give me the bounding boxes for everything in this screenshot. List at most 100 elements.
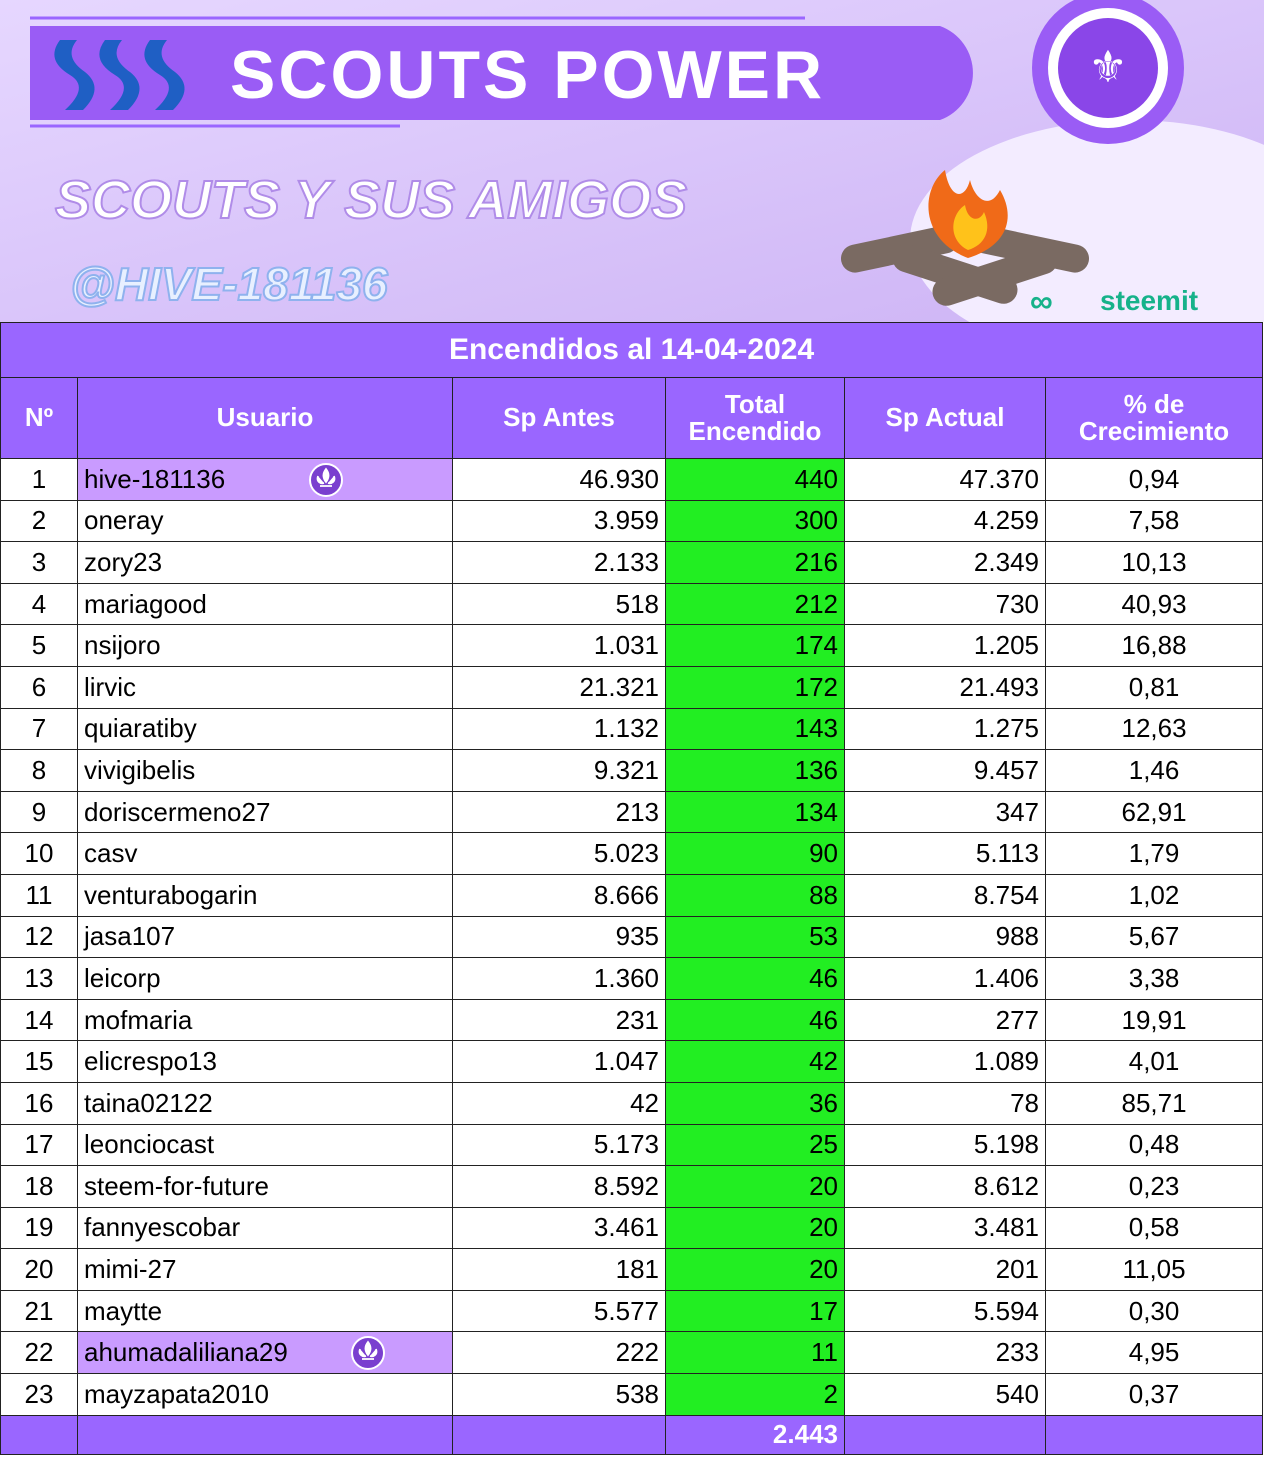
table-row: 8 vivigibelis 9.321 136 9.457 1,46 xyxy=(0,749,1264,792)
cell: steem-for-future xyxy=(77,1165,453,1208)
cell: 2.133 xyxy=(452,541,666,584)
cell: jasa107 xyxy=(77,915,453,959)
cell: 20 xyxy=(665,1248,845,1291)
svg-text:⚜: ⚜ xyxy=(1088,43,1127,92)
table-title: Encendidos al 14-04-2024 xyxy=(0,322,1264,378)
cell: 88 xyxy=(665,873,845,917)
cell: 12,63 xyxy=(1044,707,1264,751)
table-row: 10 casv 5.023 90 5.113 1,79 xyxy=(0,832,1264,875)
cell: 9.321 xyxy=(452,749,666,792)
cell: 10 xyxy=(0,832,78,875)
cell xyxy=(1044,1414,1264,1455)
cell: 1.047 xyxy=(452,1040,666,1083)
cell: 11 xyxy=(0,873,78,917)
cell: nsijoro xyxy=(77,624,453,667)
cell: 1.132 xyxy=(452,707,666,751)
cell: 9.457 xyxy=(844,749,1046,792)
cell xyxy=(0,1414,78,1455)
cell: 440 xyxy=(665,458,845,501)
cell: 730 xyxy=(844,582,1046,626)
cell: 518 xyxy=(452,582,666,626)
table-row: 12 jasa107 935 53 988 5,67 xyxy=(0,915,1264,959)
cell: 935 xyxy=(452,915,666,959)
scout-icon xyxy=(351,1336,385,1371)
cell: 8.666 xyxy=(452,873,666,917)
cell: oneray xyxy=(77,499,453,543)
cell: 1,46 xyxy=(1044,749,1264,792)
table-row: 18 steem-for-future 8.592 20 8.612 0,23 xyxy=(0,1165,1264,1208)
cell: 172 xyxy=(665,665,845,709)
cell: 2.349 xyxy=(844,541,1046,584)
column-header: Nº xyxy=(0,377,78,459)
cell: 0,23 xyxy=(1044,1165,1264,1208)
cell: 5,67 xyxy=(1044,915,1264,959)
cell: 53 xyxy=(665,915,845,959)
cell: 0,58 xyxy=(1044,1206,1264,1250)
cell: 40,93 xyxy=(1044,582,1264,626)
cell: 3 xyxy=(0,541,78,584)
cell: 2 xyxy=(0,499,78,543)
cell: quiaratiby xyxy=(77,707,453,751)
cell: 11 xyxy=(665,1331,845,1375)
cell: 4 xyxy=(0,582,78,626)
cell: 277 xyxy=(844,998,1046,1042)
cell: 5.023 xyxy=(452,832,666,875)
cell: 5.113 xyxy=(844,832,1046,875)
cell: 14 xyxy=(0,998,78,1042)
cell: 300 xyxy=(665,499,845,543)
cell: 78 xyxy=(844,1081,1046,1125)
cell: 1.360 xyxy=(452,957,666,1000)
cell: 213 xyxy=(452,790,666,834)
cell: 8.592 xyxy=(452,1165,666,1208)
cell: 5.198 xyxy=(844,1123,1046,1167)
table-row: 16 taina02122 42 36 78 85,71 xyxy=(0,1081,1264,1125)
cell: 20 xyxy=(665,1165,845,1208)
banner-handle: @HIVE-181136 xyxy=(70,258,388,310)
table-row: 23 mayzapata2010 538 2 540 0,37 xyxy=(0,1373,1264,1416)
scout-icon xyxy=(309,463,343,497)
table-row: 3 zory23 2.133 216 2.349 10,13 xyxy=(0,541,1264,584)
cell: 3.481 xyxy=(844,1206,1046,1250)
cell: 5.173 xyxy=(452,1123,666,1167)
banner: SCOUTS POWER ⚜ SCOUTS Y SUS AMIGOS @HIVE… xyxy=(0,0,1264,322)
svg-text:∞: ∞ xyxy=(1030,283,1053,319)
cell: 85,71 xyxy=(1044,1081,1264,1125)
cell: 17 xyxy=(665,1289,845,1333)
cell: 233 xyxy=(844,1331,1046,1375)
table-row: 1 hive-181136 46.930 440 47.370 0,94 xyxy=(0,458,1264,501)
cell: 20 xyxy=(665,1206,845,1250)
cell: 5 xyxy=(0,624,78,667)
cell: 22 xyxy=(0,1331,78,1375)
cell: 7 xyxy=(0,707,78,751)
table-row: 22 ahumadaliliana29 222 11 233 4,95 xyxy=(0,1331,1264,1375)
cell: hive-181136 xyxy=(77,458,453,501)
cell: mofmaria xyxy=(77,998,453,1042)
cell: 23 xyxy=(0,1373,78,1416)
cell: 222 xyxy=(452,1331,666,1375)
cell: 0,81 xyxy=(1044,665,1264,709)
cell: 0,94 xyxy=(1044,458,1264,501)
table-row: 21 maytte 5.577 17 5.594 0,30 xyxy=(0,1289,1264,1333)
cell: 181 xyxy=(452,1248,666,1291)
cell: casv xyxy=(77,832,453,875)
table-row: 4 mariagood 518 212 730 40,93 xyxy=(0,582,1264,626)
cell: 2 xyxy=(665,1373,845,1416)
column-header: Sp Antes xyxy=(452,377,666,459)
cell: 36 xyxy=(665,1081,845,1125)
cell: 1.205 xyxy=(844,624,1046,667)
column-header: Usuario xyxy=(77,377,453,459)
cell: 3.461 xyxy=(452,1206,666,1250)
cell: 8 xyxy=(0,749,78,792)
banner-subtitle: SCOUTS Y SUS AMIGOS xyxy=(55,170,687,230)
cell: mayzapata2010 xyxy=(77,1373,453,1416)
cell: 538 xyxy=(452,1373,666,1416)
cell: 5.594 xyxy=(844,1289,1046,1333)
cell: lirvic xyxy=(77,665,453,709)
cell xyxy=(77,1414,453,1455)
cell: 25 xyxy=(665,1123,845,1167)
cell: 62,91 xyxy=(1044,790,1264,834)
cell: vivigibelis xyxy=(77,749,453,792)
cell: 0,48 xyxy=(1044,1123,1264,1167)
cell: 10,13 xyxy=(1044,541,1264,584)
cell: maytte xyxy=(77,1289,453,1333)
